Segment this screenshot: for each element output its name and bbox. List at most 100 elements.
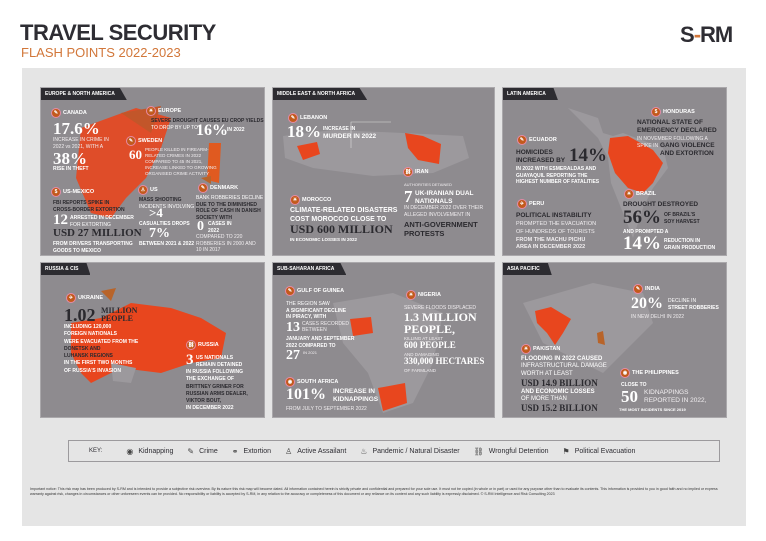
key-item-kidnapping: ◉ Kidnapping <box>126 446 174 456</box>
panel-title: ASIA PACIFIC <box>503 263 552 275</box>
stat: PEOPLE, <box>404 322 456 336</box>
label-pakistan: ☀ PAKISTAN <box>522 345 561 353</box>
crime-icon: ✎ <box>187 446 195 456</box>
wrongful-detention-icon: ⛓ <box>404 168 412 176</box>
text: GANG VIOLENCE AND EXTORTION <box>660 142 715 157</box>
text: INCLUDING 120,000 FOREIGN NATIONALS WERE E… <box>64 324 139 374</box>
panel-europe-north-america: EUROPE & NORTH AMERICA ✎ CANADA 17.6% INC… <box>40 87 265 256</box>
text: OF FARMLAND <box>404 368 437 373</box>
text: IN NEW DELHI IN 2022 <box>631 314 685 320</box>
stat: 38% <box>53 149 87 168</box>
extortion-icon: $ <box>52 188 60 196</box>
text: DECLINE IN STREET ROBBERIES <box>668 298 719 311</box>
legend-key: KEY: ◉ Kidnapping ✎ Crime ⚭ Extortion ♙ Acti… <box>68 440 720 462</box>
label-sweden: ✎ SWEDEN <box>127 137 163 145</box>
text: BETWEEN 2021 & 2022 <box>139 241 195 247</box>
key-item-active-assailant: ♙ Active Assailant <box>285 446 347 456</box>
text: CASES RECORDED BETWEEN <box>302 321 349 333</box>
map-middle-east-north-africa <box>283 121 469 176</box>
active-assailant-icon: ♙ <box>285 446 293 456</box>
stat: 12 <box>53 212 68 228</box>
stat: 3 <box>186 352 194 368</box>
key-label: KEY: <box>89 448 103 454</box>
stat: 101% <box>286 386 326 403</box>
stat: 7 <box>404 187 413 206</box>
natural-disaster-icon: ☀ <box>291 196 299 204</box>
key-item-extortion: ⚭ Extortion <box>231 446 272 456</box>
stat: 330,000 HECTARES <box>404 356 485 366</box>
label-philippines: ◉ THE PHILIPPINES <box>621 369 679 377</box>
stat: 20% <box>631 295 663 312</box>
panel-title: SUB-SAHARAN AFRICA <box>273 263 347 275</box>
text: OF BRAZIL'S SOY HARVEST <box>664 212 700 225</box>
text: UK-IRANIAN DUAL NATIONALS <box>415 190 474 205</box>
crime-icon: ✎ <box>52 109 60 117</box>
kidnapping-icon: ◉ <box>286 378 294 386</box>
text: AND PROMPTED A <box>623 229 669 235</box>
stat: 17.6% <box>53 119 100 138</box>
disclaimer: Important notice: This risk map has been… <box>30 487 718 496</box>
stat: 1.3 MILLION <box>404 310 477 324</box>
label-us-mexico: $ US-MEXICO <box>52 188 94 196</box>
srm-logo: S-RM <box>680 22 733 47</box>
amount: USD 27 MILLION <box>53 227 142 239</box>
text: ANTI-GOVERNMENT PROTESTS <box>404 220 478 238</box>
key-item-crime: ✎ Crime <box>187 446 218 456</box>
stat: 1.02 <box>64 305 96 325</box>
text: PROMPTED THE EVACUATION OF HUNDREDS OF TO… <box>516 221 597 251</box>
text: FBI REPORTS SPIKE IN CROSS-BORDER EXTORTI… <box>53 200 125 213</box>
label-europe: ☀ EUROPE <box>147 107 182 115</box>
text: CLOSE TO <box>621 382 647 388</box>
text: IN ECONOMIC LOSSES IN 2022 <box>290 237 358 242</box>
label-ecuador: ✎ ECUADOR <box>518 136 557 144</box>
label-nigeria: ☀ NIGERIA <box>407 291 441 299</box>
stat: 13 <box>286 320 300 335</box>
text: REDUCTION IN GRAIN PRODUCTION <box>664 238 716 251</box>
crime-icon: ✎ <box>518 136 526 144</box>
text: IN 2021 <box>303 350 318 355</box>
extortion-icon: ⚭ <box>231 446 239 456</box>
text: JANUARY AND SEPTEMBER 2022 COMPARED TO <box>286 336 355 349</box>
text: NATIONAL STATE OF EMERGENCY DECLARED <box>637 119 717 134</box>
panel-asia-pacific: ASIA PACIFIC ✎ INDIA 20% DECLINE IN STREET… <box>502 262 727 418</box>
political-evacuation-icon: ✈ <box>67 294 75 302</box>
crime-icon: ✎ <box>127 137 135 145</box>
natural-disaster-icon: ☀ <box>407 291 415 299</box>
panel-middle-east-north-africa: MIDDLE EAST & NORTH AFRICA ✎ LEBANON 18% … <box>272 87 495 256</box>
text: US NATIONALS REMAIN DETAINED <box>196 355 243 369</box>
kidnapping-icon: ◉ <box>126 446 134 456</box>
panel-russia-cis: RUSSIA & CIS ✈ UKRAINE 1.02 MILLION PEOPLE… <box>40 262 265 418</box>
natural-disaster-icon: ☀ <box>147 107 155 115</box>
stat: 600 PEOPLE <box>404 340 456 350</box>
text: RISE IN THEFT <box>53 166 89 172</box>
stat: 14% <box>623 233 661 254</box>
active-assailant-icon: ♙ <box>139 186 147 194</box>
map-sub-saharan-africa <box>333 293 443 413</box>
stat: 50 <box>621 387 638 406</box>
text: ARRESTED IN DECEMBER FOR EXTORTING <box>70 215 134 228</box>
stat: 16% <box>196 122 228 139</box>
text: IN NOVEMBER FOLLOWING A SPIKE IN <box>637 136 708 149</box>
label-canada: ✎ CANADA <box>52 109 87 117</box>
text: IN RUSSIA FOLLOWING THE EXCHANGE OF BRITTN… <box>186 369 248 412</box>
panel-sub-saharan-africa: SUB-SAHARAN AFRICA ✎ GULF OF GUINEA THE R… <box>272 262 495 418</box>
panel-title: EUROPE & NORTH AMERICA <box>41 88 127 100</box>
map-asia-pacific <box>523 283 653 373</box>
label-gulf-of-guinea: ✎ GULF OF GUINEA <box>286 287 345 295</box>
text: FROM JULY TO SEPTEMBER 2022 <box>286 406 367 412</box>
label-peru: ✈ PERU <box>518 200 545 208</box>
stat: 0 <box>197 219 204 234</box>
stat: >4 <box>149 205 163 220</box>
amount: USD 15.2 BILLION <box>521 403 598 413</box>
text: THE REGION SAW A SIGNIFICANT DECLINE IN PI… <box>286 301 347 320</box>
label-india: ✎ INDIA <box>634 285 660 293</box>
page-subtitle: FLASH POINTS 2022-2023 <box>21 45 181 60</box>
natural-disaster-icon: ☀ <box>625 190 633 198</box>
text: INCREASE IN CRIME IN 2022 vs 2021, WITH A <box>53 137 109 150</box>
extortion-icon: $ <box>652 108 660 116</box>
text: IN 2022 <box>227 127 245 133</box>
text: POLITICAL INSTABILITY <box>516 212 592 219</box>
crime-icon: ✎ <box>289 114 297 122</box>
political-evacuation-icon: ⚑ <box>562 446 570 456</box>
natural-disaster-icon: ♨ <box>360 446 368 456</box>
